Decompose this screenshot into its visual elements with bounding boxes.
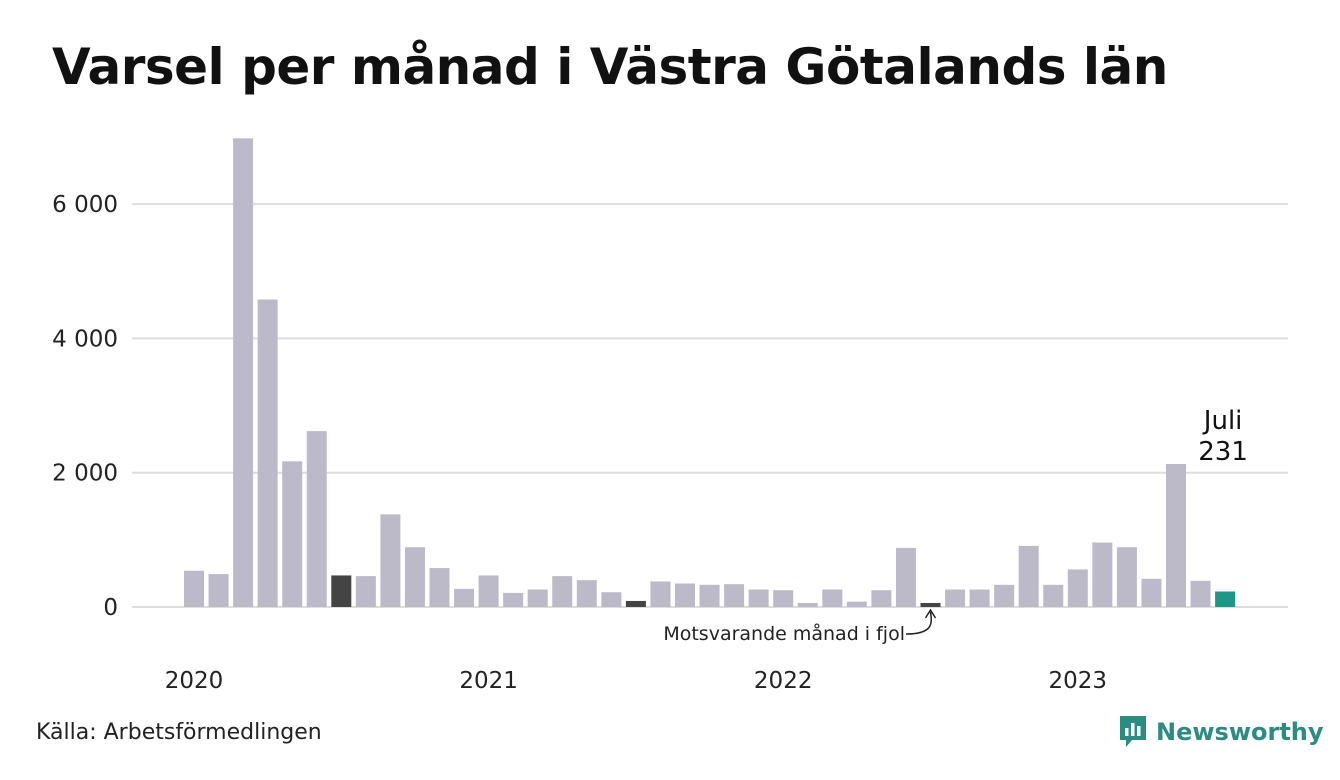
year-label: 2021 [459, 668, 518, 694]
bar [208, 574, 229, 607]
bar-comparison-month [920, 602, 941, 607]
bar [576, 580, 597, 607]
bar [846, 601, 867, 607]
newsworthy-logo-icon [1120, 716, 1146, 747]
bar [429, 568, 450, 607]
bar-highlight [1215, 591, 1236, 607]
bar [650, 581, 671, 607]
bar [1092, 542, 1113, 607]
y-tick-label: 2 000 [52, 461, 118, 487]
bar [945, 589, 966, 607]
year-label: 2022 [754, 668, 813, 694]
bar-comparison-month [625, 600, 646, 607]
bar [257, 299, 278, 607]
bar [527, 589, 548, 607]
bar [404, 547, 425, 607]
source-note: Källa: Arbetsförmedlingen [36, 720, 322, 745]
highlight-month-label: Juli [1202, 406, 1243, 436]
year-label: 2023 [1049, 668, 1108, 694]
bar [306, 431, 327, 607]
chart-title: Varsel per månad i Västra Götalands län [52, 38, 1168, 96]
bar [822, 589, 843, 607]
annotation-text: Motsvarande månad i fjol [663, 622, 905, 645]
bar-comparison-month [331, 575, 352, 607]
bar [969, 589, 990, 607]
bar [184, 570, 204, 607]
y-tick-label: 4 000 [52, 326, 118, 352]
bar [895, 547, 916, 607]
bar [478, 575, 499, 607]
annotation-arrowhead [924, 608, 937, 619]
bar [797, 602, 818, 607]
x-axis-years: 2020 2021 2022 2023 [165, 668, 1107, 694]
gridlines [132, 203, 1288, 608]
y-axis-ticks: 0 2 000 4 000 6 000 [52, 192, 118, 621]
bar [1190, 580, 1211, 607]
bar-chart: 0 2 000 4 000 6 000 2020 2021 2022 2023 Motsva… [52, 138, 1288, 694]
bar [1043, 584, 1064, 607]
brand-name: Newsworthy [1156, 718, 1324, 746]
bar [1018, 545, 1039, 607]
brand: Newsworthy [1118, 714, 1324, 750]
bar [675, 583, 695, 607]
bar [724, 584, 745, 607]
bar [994, 584, 1015, 607]
bar [552, 576, 573, 607]
bar [1141, 578, 1162, 607]
bar [871, 590, 892, 607]
annotation-arrow [905, 611, 932, 635]
bars [184, 138, 1236, 608]
y-tick-label: 6 000 [52, 192, 118, 218]
bar [601, 592, 622, 607]
bar [282, 461, 303, 607]
bar [1067, 569, 1088, 607]
bar [233, 138, 254, 608]
bar [1166, 463, 1186, 607]
year-label: 2020 [165, 668, 224, 694]
bar [355, 576, 376, 607]
bar [699, 584, 720, 607]
y-tick-label: 0 [103, 595, 118, 621]
bar [1116, 547, 1137, 607]
bar [380, 514, 401, 607]
highlight-value-label: 231 [1198, 437, 1248, 467]
bar [773, 590, 794, 607]
bar [503, 592, 524, 607]
bar [454, 588, 475, 607]
bar [748, 589, 769, 607]
